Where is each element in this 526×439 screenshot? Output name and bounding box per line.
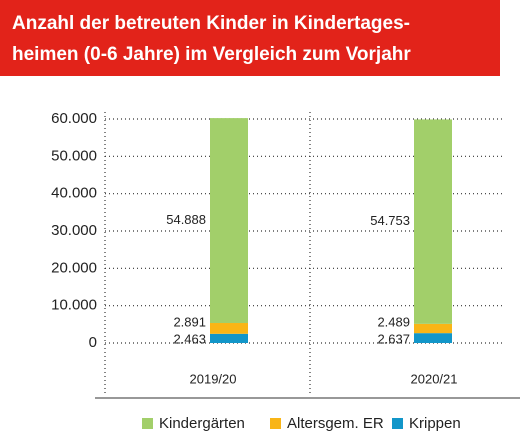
chart-title: Anzahl der betreuten Kinder in Kindertag… [12, 13, 410, 34]
data-label: 2.637 [377, 331, 410, 346]
bar-segment [210, 118, 248, 324]
data-label: 54.753 [370, 213, 410, 228]
y-tick-label: 10.000 [51, 297, 97, 314]
bar-segment [414, 323, 452, 334]
legend-label: Altersgem. ER [287, 415, 384, 432]
bar-segment [210, 323, 248, 334]
bar-segment [414, 119, 452, 324]
data-label: 2.891 [173, 314, 206, 329]
legend-swatch [392, 418, 403, 429]
y-tick-label: 20.000 [51, 259, 97, 276]
x-tick-label: 2020/21 [411, 371, 458, 386]
legend-swatch [142, 418, 153, 429]
chart-title: heimen (0-6 Jahre) im Vergleich zum Vorj… [12, 44, 411, 65]
data-label: 54.888 [166, 212, 206, 227]
legend-label: Kindergärten [159, 415, 245, 432]
legend-label: Krippen [409, 415, 461, 432]
y-tick-label: 0 [89, 334, 97, 351]
data-label: 2.463 [173, 331, 206, 346]
legend-swatch [270, 418, 281, 429]
data-label: 2.489 [377, 314, 410, 329]
title-box [0, 0, 500, 76]
y-tick-label: 30.000 [51, 222, 97, 239]
x-tick-label: 2019/20 [190, 371, 237, 386]
y-tick-label: 40.000 [51, 185, 97, 202]
bar-segment [210, 333, 248, 343]
bar-segment [414, 333, 452, 343]
y-tick-label: 60.000 [51, 110, 97, 127]
y-tick-label: 50.000 [51, 147, 97, 164]
